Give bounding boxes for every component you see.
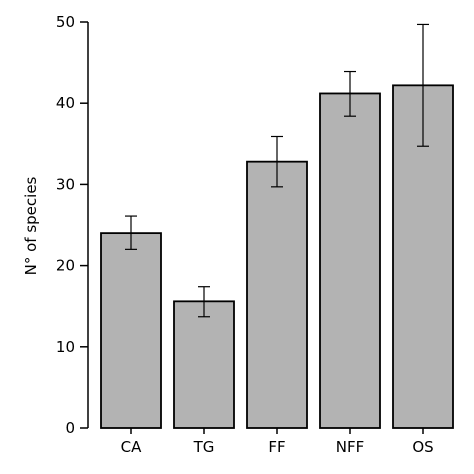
bar-tg [173, 300, 235, 429]
x-axis-labels: CA TG FF NFF OS [121, 428, 434, 456]
y-tick-label: 40 [56, 94, 75, 112]
y-axis-title: N° of species [22, 176, 40, 275]
x-tick-label-tg: TG [193, 438, 215, 456]
x-tick-label-os: OS [412, 438, 433, 456]
y-tick-label: 30 [56, 175, 75, 193]
bars-group [100, 84, 454, 429]
error-bars-group [125, 23, 429, 318]
y-axis-ticks: 0 10 20 30 40 50 [56, 13, 88, 437]
bar-nff [319, 92, 381, 429]
x-tick-label-nff: NFF [336, 438, 364, 456]
x-tick-label-ca: CA [121, 438, 142, 456]
y-tick-label: 0 [65, 419, 75, 437]
bar-ff [246, 160, 308, 429]
bar-ca [100, 232, 162, 429]
y-tick-label: 10 [56, 338, 75, 356]
y-tick-label: 50 [56, 13, 75, 31]
y-tick-label: 20 [56, 257, 75, 275]
x-tick-label-ff: FF [268, 438, 285, 456]
